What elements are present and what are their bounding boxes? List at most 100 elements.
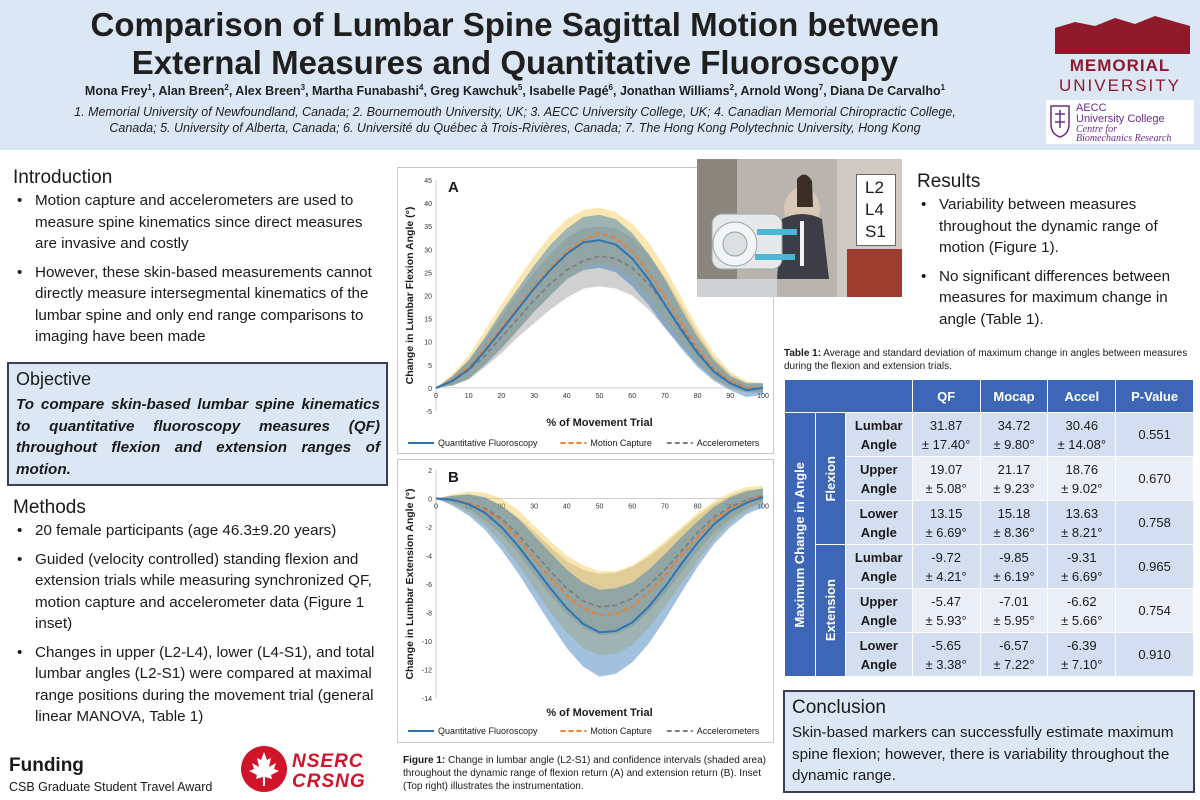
author-list: Mona Frey1, Alan Breen2, Alex Breen3, Ma… xyxy=(84,83,946,99)
table-caption-label: Table 1: xyxy=(784,348,822,359)
x-tick-label: 0 xyxy=(434,504,438,511)
legend-label: Motion Capture xyxy=(590,726,652,736)
series-line-motion-capture xyxy=(435,232,763,389)
pvalue-cell: 0.754 xyxy=(1115,588,1194,633)
y-tick-label: -5 xyxy=(426,409,432,416)
nserc-logo: NSERC CRSNG xyxy=(240,745,390,795)
qf-cell: 19.07 ± 5.08° xyxy=(911,456,981,501)
mocap-cell: 34.72 ± 9.80° xyxy=(979,412,1049,457)
confidence-band-accelerometers xyxy=(436,488,763,636)
results-bullets: Variability between measures throughout … xyxy=(917,194,1195,337)
objective-heading: Objective xyxy=(16,369,92,389)
author: Mona Frey1 xyxy=(84,83,152,99)
memorial-flag-icon xyxy=(1055,16,1190,54)
y-axis-title: Change in Lumbar Extension Angle (°) xyxy=(404,488,416,679)
mocap-cell: -7.01 ± 5.95° xyxy=(979,588,1049,633)
legend-label: Motion Capture xyxy=(590,438,652,448)
qf-cell: 31.87 ± 17.40° xyxy=(911,412,981,457)
x-tick-label: 80 xyxy=(694,504,702,511)
memorial-university-logo: MEMORIAL UNIVERSITY xyxy=(1050,16,1190,96)
table-row: Extension Lumbar Angle -9.72 ± 4.21° -9.85 ± 6… xyxy=(785,544,1194,677)
x-tick-label: 30 xyxy=(530,504,538,511)
results-bullet: Variability between measures throughout … xyxy=(917,194,1195,259)
y-tick-label: 2 xyxy=(428,468,432,475)
panel-label: B xyxy=(448,469,459,486)
author: Martha Funabashi4 xyxy=(312,83,424,99)
results-bullet: No significant differences between measu… xyxy=(917,266,1195,331)
group-label-extension: Extension xyxy=(814,544,846,677)
accel-cell: 13.63 ± 8.21° xyxy=(1047,500,1117,545)
accel-cell: 30.46 ± 14.08° xyxy=(1047,412,1117,457)
y-tick-label: 5 xyxy=(428,363,432,370)
author: Alex Breen3 xyxy=(235,83,306,99)
y-tick-label: -12 xyxy=(422,668,432,675)
row-label: Lumbar Angle xyxy=(844,412,913,457)
figure-caption-label: Figure 1: xyxy=(403,755,446,766)
header-qf: QF xyxy=(911,379,981,413)
y-axis-title: Change in Lumbar Flexion Angle (°) xyxy=(404,207,416,385)
group-label-flexion: Flexion xyxy=(814,412,846,545)
methods-heading: Methods xyxy=(13,497,86,518)
aecc-logo: AECC University College Centre for Biome… xyxy=(1046,100,1194,144)
header-accel: Accel xyxy=(1047,379,1117,413)
aecc-college: University College xyxy=(1076,113,1165,125)
x-tick-label: 20 xyxy=(498,504,506,511)
intro-bullet: However, these skin-based measurements c… xyxy=(13,262,388,348)
vertebral-level-labels: L2 L4 S1 xyxy=(856,174,896,246)
introduction-bullets: Motion capture and accelerometers are us… xyxy=(13,190,388,355)
qf-cell: -9.72 ± 4.21° xyxy=(911,544,981,589)
methods-bullets: 20 female participants (age 46.3±9.20 ye… xyxy=(13,520,388,735)
x-tick-label: 30 xyxy=(530,393,538,400)
x-tick-label: 100 xyxy=(757,504,769,511)
poster-title: Comparison of Lumbar Spine Sagittal Moti… xyxy=(20,6,1010,82)
pvalue-cell: 0.670 xyxy=(1115,456,1194,501)
confidence-band-motion-capture xyxy=(436,485,763,656)
table-caption-text: Average and standard deviation of maximu… xyxy=(784,348,1188,372)
objective-box: Objective To compare skin-based lumbar s… xyxy=(7,362,388,486)
x-tick-label: 90 xyxy=(726,393,734,400)
legend-label: Quantitative Fluoroscopy xyxy=(438,438,538,448)
title-line-2: External Measures and Quantitative Fluor… xyxy=(131,44,899,81)
author: Alan Breen2 xyxy=(158,83,229,99)
series-line-motion-capture xyxy=(435,494,764,617)
series-line-quantitative-fluoroscopy xyxy=(435,496,764,634)
aecc-name: AECC xyxy=(1076,102,1107,114)
x-tick-label: 10 xyxy=(465,504,473,511)
row-label: Upper Angle xyxy=(844,456,913,501)
legend-label: Accelerometers xyxy=(697,438,760,448)
confidence-band-quantitative-fluoroscopy xyxy=(436,488,763,677)
x-tick-label: 50 xyxy=(596,393,604,400)
legend-label: Quantitative Fluoroscopy xyxy=(438,726,538,736)
chart-a-frame: -5 0 5 10 15 20 25 30 35 40 45 0 10 20 30 40 50 60 70 80 90 1… xyxy=(397,167,774,454)
results-heading: Results xyxy=(917,171,981,192)
y-tick-label: -8 xyxy=(426,611,432,618)
conclusion-text: Skin-based markers can successfully esti… xyxy=(792,724,1174,784)
aecc-crest-icon xyxy=(1050,105,1070,138)
legend-label: Accelerometers xyxy=(697,726,760,736)
y-tick-label: -2 xyxy=(426,525,432,532)
y-tick-label: 15 xyxy=(424,317,432,324)
y-tick-label: 40 xyxy=(424,201,432,208)
mocap-cell: -9.85 ± 6.19° xyxy=(979,544,1049,589)
y-tick-label: 20 xyxy=(424,294,432,301)
flexion-chart: -5 0 5 10 15 20 25 30 35 40 45 0 10 20 30 40 50 60 70 80 90 1… xyxy=(404,178,769,448)
confidence-band-motion-capture xyxy=(436,207,763,393)
affiliations: 1. Memorial University of Newfoundland, … xyxy=(20,104,1010,136)
table-row: Lower Angle 13.15 ± 6.69° 15.18 ± 8.36° 13.63 ±… xyxy=(785,500,1194,545)
methods-bullet: Guided (velocity controlled) standing fl… xyxy=(13,549,388,635)
table-row: Upper Angle 19.07 ± 5.08° 21.17 ± 9.23° 18.76 ±… xyxy=(785,456,1194,501)
label-l2: L2 xyxy=(865,178,884,197)
qf-cell: -5.65 ± 3.38° xyxy=(911,632,981,677)
accel-cell: -6.62 ± 5.66° xyxy=(1047,588,1117,633)
conclusion-box: Conclusion Skin-based markers can succes… xyxy=(783,690,1195,793)
x-tick-label: 100 xyxy=(757,393,769,400)
x-tick-label: 0 xyxy=(434,393,438,400)
row-label: Upper Angle xyxy=(844,588,913,633)
pvalue-cell: 0.910 xyxy=(1115,632,1194,677)
author: Arnold Wong7 xyxy=(740,83,824,99)
pvalue-cell: 0.965 xyxy=(1115,544,1194,589)
objective-text: To compare skin-based lumbar spine kinem… xyxy=(16,396,380,478)
qf-cell: 13.15 ± 6.69° xyxy=(911,500,981,545)
y-tick-label: 0 xyxy=(428,386,432,393)
table-row: Maximum Change in Angle Flexion Lumbar Angl… xyxy=(784,412,1194,677)
